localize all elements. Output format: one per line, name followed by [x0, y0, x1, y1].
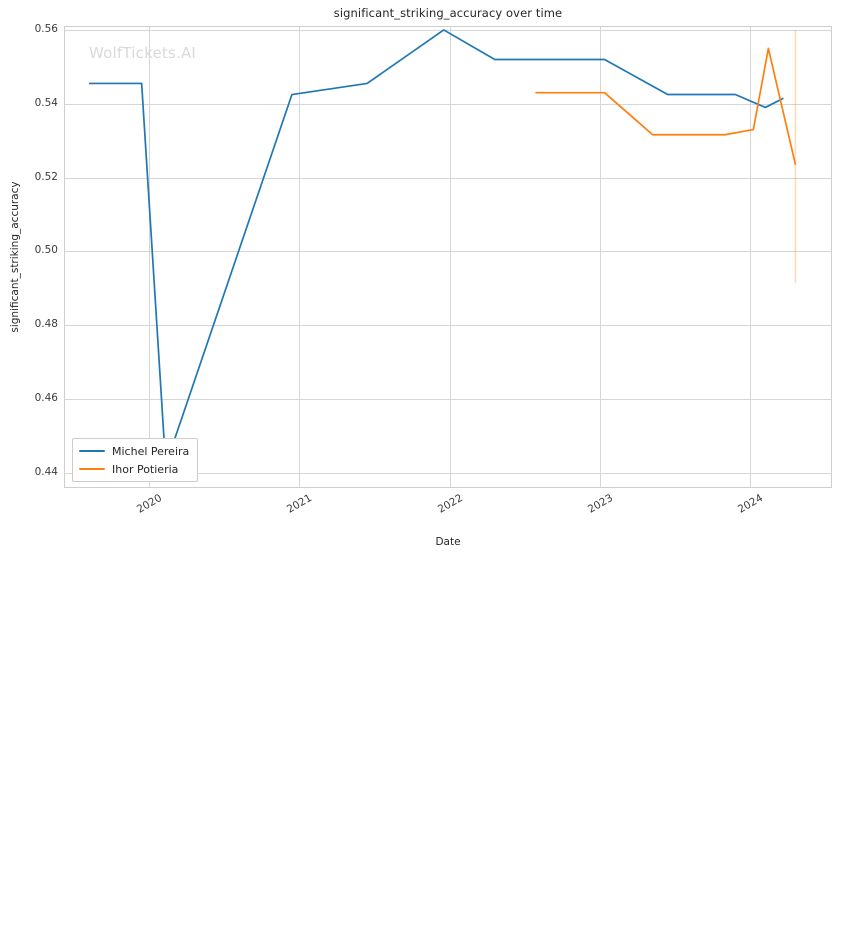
legend-item[interactable]: Ihor Potieria [79, 462, 189, 476]
gridline-horizontal [65, 251, 831, 253]
gridline-vertical [449, 27, 451, 487]
chart-legend[interactable]: Michel Pereira Ihor Potieria [72, 438, 199, 482]
gridline-vertical [149, 27, 151, 487]
y-tick-label: 0.44 [34, 465, 58, 478]
y-tick-label: 0.48 [34, 318, 58, 331]
x-tick-label: 2021 [285, 492, 315, 516]
y-tick-label: 0.54 [34, 96, 58, 109]
legend-item-label: Michel Pereira [112, 444, 190, 458]
x-tick-label: 2022 [435, 492, 465, 516]
plot-area: WolfTickets.AI [64, 26, 832, 488]
chart-title: significant_striking_accuracy over time [333, 6, 563, 20]
series-line-ihor-potieria [535, 47, 797, 165]
x-axis-title: Date [435, 536, 461, 548]
gridline-horizontal [65, 177, 831, 179]
series-line-michel-pereira [89, 29, 784, 467]
gridline-vertical [750, 27, 752, 487]
x-tick-label: 2020 [135, 492, 165, 516]
legend-color-swatch [79, 468, 105, 470]
legend-item-label: Ihor Potieria [112, 462, 179, 476]
y-axis-tick-labels: 0.44 0.46 0.48 0.50 0.52 0.54 0.56 [0, 22, 58, 488]
y-tick-label: 0.56 [34, 22, 58, 35]
series-lines [89, 29, 797, 467]
chart-figure: significant_striking_accuracy over time … [0, 6, 832, 548]
y-tick-label: 0.50 [34, 244, 58, 257]
legend-color-swatch [79, 450, 105, 452]
gridline-horizontal [65, 472, 831, 474]
gridline-horizontal [65, 398, 831, 400]
x-tick-label: 2023 [585, 492, 616, 516]
y-axis-title-wrapper: significant_striking_accuracy [9, 181, 27, 950]
y-tick-label: 0.52 [34, 170, 58, 183]
y-axis-title: significant_striking_accuracy [9, 181, 21, 333]
gridline-horizontal [65, 325, 831, 327]
x-tick-label: 2024 [736, 492, 766, 516]
gridline-horizontal [65, 103, 831, 105]
gridline-vertical [600, 27, 602, 487]
legend-item[interactable]: Michel Pereira [79, 444, 189, 458]
y-tick-label: 0.46 [34, 391, 58, 404]
gridline-horizontal [65, 29, 831, 31]
gridline-vertical [299, 27, 301, 487]
watermark-label: WolfTickets.AI [89, 44, 197, 62]
